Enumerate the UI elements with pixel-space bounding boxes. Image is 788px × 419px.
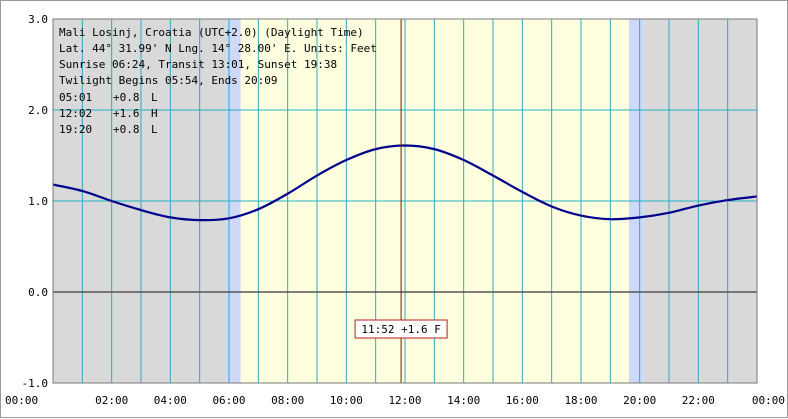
x-tick-label: 08:00 xyxy=(271,394,304,407)
y-tick-label: 2.0 xyxy=(28,104,48,117)
y-axis-ticks: 3.0 2.0 1.0 0.0 -1.0 xyxy=(22,13,49,390)
cursor-readout-box xyxy=(354,319,448,339)
location-line: Mali Losinj, Croatia (UTC+2.0) (Daylight… xyxy=(59,26,364,39)
x-tick-label: 00:00 xyxy=(5,394,38,407)
tide-curve xyxy=(52,144,758,222)
tide-time: 19:20 xyxy=(59,123,92,136)
x-tick-label: 02:00 xyxy=(95,394,128,407)
y-tick-label: 0.0 xyxy=(28,286,48,299)
y-tick-label: -1.0 xyxy=(22,377,49,390)
x-tick-label: 22:00 xyxy=(682,394,715,407)
tide-time: 12:02 xyxy=(59,107,92,120)
twilight-line: Twilight Begins 05:54, Ends 20:09 xyxy=(59,74,278,87)
x-tick-label: 10:00 xyxy=(330,394,363,407)
y-tick-label: 1.0 xyxy=(28,195,48,208)
x-tick-label: 12:00 xyxy=(388,394,421,407)
x-tick-label: 00:00 xyxy=(752,394,785,407)
cursor-readout-label: 11:52 +1.6 F xyxy=(361,323,440,336)
tide-time: 05:01 xyxy=(59,91,92,104)
y-tick-label: 3.0 xyxy=(28,13,48,26)
tide-row: 19:20 +0.8 L xyxy=(59,123,158,136)
x-tick-label: 04:00 xyxy=(154,394,187,407)
tide-row: 12:02 +1.6 H xyxy=(59,107,158,120)
sun-line: Sunrise 06:24, Transit 13:01, Sunset 19:… xyxy=(59,58,337,71)
coords-line: Lat. 44° 31.99' N Lng. 14° 28.00' E. Uni… xyxy=(59,42,377,55)
plot-border xyxy=(52,18,758,384)
x-tick-label: 16:00 xyxy=(506,394,539,407)
tide-height: +1.6 xyxy=(113,107,140,120)
tide-type: H xyxy=(151,107,158,120)
x-axis-ticks: 00:00 02:00 04:00 06:00 08:00 10:00 12:00 14:00… xyxy=(5,394,785,407)
cursor-readout: 11:52 +1.6 F xyxy=(354,319,448,339)
info-panel: Mali Losinj, Croatia (UTC+2.0) (Daylight… xyxy=(59,26,377,136)
x-tick-label: 18:00 xyxy=(564,394,597,407)
tide-type: L xyxy=(151,91,158,104)
x-tick-label: 14:00 xyxy=(447,394,480,407)
tide-height: +0.8 xyxy=(113,123,140,136)
tide-height: +0.8 xyxy=(113,91,140,104)
tide-row: 05:01 +0.8 L xyxy=(59,91,158,104)
x-tick-label: 20:00 xyxy=(623,394,656,407)
tide-type: L xyxy=(151,123,158,136)
x-tick-label: 06:00 xyxy=(212,394,245,407)
